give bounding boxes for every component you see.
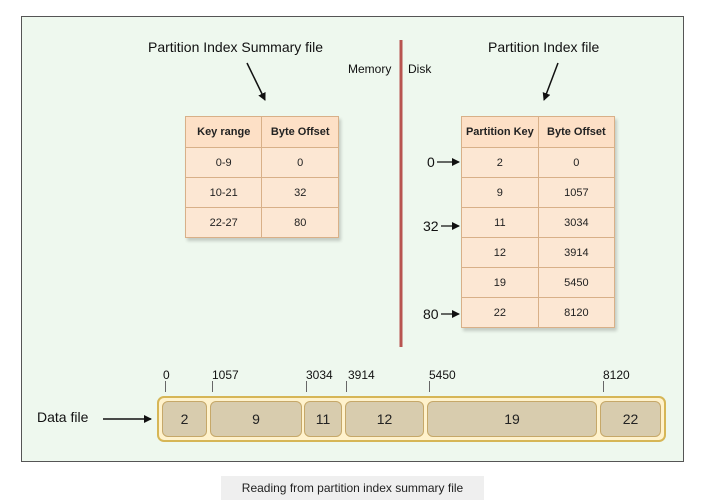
table-row: 10-21 32: [184, 177, 339, 208]
index-cell: 2: [461, 147, 539, 178]
offset-tick-label: 1057: [212, 368, 239, 382]
offset-tick-label: 8120: [603, 368, 630, 382]
data-segment: 22: [600, 401, 661, 437]
offset-tick: [165, 381, 166, 392]
index-table: Partition Key Byte Offset 2 0 9 1057 11 …: [461, 116, 616, 328]
index-title-arrow: [542, 62, 559, 101]
index-cell: 8120: [537, 297, 616, 328]
summary-header-byte-offset: Byte Offset: [261, 116, 339, 148]
table-row: 12 3914: [461, 237, 616, 268]
offset-tick: [603, 381, 604, 392]
table-row: 19 5450: [461, 267, 616, 298]
index-cell: 19: [461, 267, 539, 298]
table-row: 0-9 0: [184, 147, 339, 178]
index-file-title: Partition Index file: [488, 39, 600, 55]
summary-cell: 32: [261, 177, 339, 208]
summary-cell: 0: [261, 147, 339, 178]
summary-table-header: Key range Byte Offset: [184, 116, 339, 148]
offset-tick: [306, 381, 307, 392]
index-cell: 9: [461, 177, 539, 208]
summary-header-key-range: Key range: [184, 116, 263, 148]
summary-cell: 22-27: [184, 207, 263, 238]
summary-file-title: Partition Index Summary file: [148, 39, 324, 55]
index-cell: 3914: [537, 237, 616, 268]
index-cell: 0: [537, 147, 616, 178]
data-segment: 11: [304, 401, 342, 437]
table-row: 22-27 80: [184, 207, 339, 238]
index-header-partition-key: Partition Key: [461, 116, 539, 148]
table-row: 11 3034: [461, 207, 616, 238]
summary-cell: 10-21: [184, 177, 263, 208]
index-cell: 12: [461, 237, 539, 268]
memory-label: Memory: [348, 62, 392, 76]
offset-tick: [346, 381, 347, 392]
index-cell: 1057: [537, 177, 616, 208]
index-cell: 5450: [537, 267, 616, 298]
disk-label: Disk: [408, 62, 432, 76]
pointer-label-80: 80: [423, 306, 439, 322]
index-cell: 3034: [537, 207, 616, 238]
offset-tick-label: 3034: [306, 368, 333, 382]
table-row: 22 8120: [461, 297, 616, 328]
pointer-label-0: 0: [427, 154, 435, 170]
figure-caption: Reading from partition index summary fil…: [221, 476, 484, 500]
data-segment: 19: [427, 401, 597, 437]
offset-tick: [212, 381, 213, 392]
offset-tick-label: 5450: [429, 368, 456, 382]
index-cell: 22: [461, 297, 539, 328]
summary-table: Key range Byte Offset 0-9 0 10-21 32 22-…: [184, 116, 339, 238]
index-cell: 11: [461, 207, 539, 238]
offset-tick: [429, 381, 430, 392]
table-row: 9 1057: [461, 177, 616, 208]
data-segment: 2: [162, 401, 207, 437]
data-segment: 9: [210, 401, 302, 437]
summary-cell: 0-9: [184, 147, 263, 178]
offset-tick-label: 3914: [348, 368, 375, 382]
index-table-header: Partition Key Byte Offset: [461, 116, 616, 148]
index-header-byte-offset: Byte Offset: [537, 116, 616, 148]
offset-tick-label: 0: [163, 368, 170, 382]
summary-title-arrow: [246, 62, 266, 101]
pointer-label-32: 32: [423, 218, 439, 234]
data-file-label: Data file: [37, 409, 89, 425]
data-segment: 12: [345, 401, 424, 437]
summary-cell: 80: [261, 207, 339, 238]
table-row: 2 0: [461, 147, 616, 178]
